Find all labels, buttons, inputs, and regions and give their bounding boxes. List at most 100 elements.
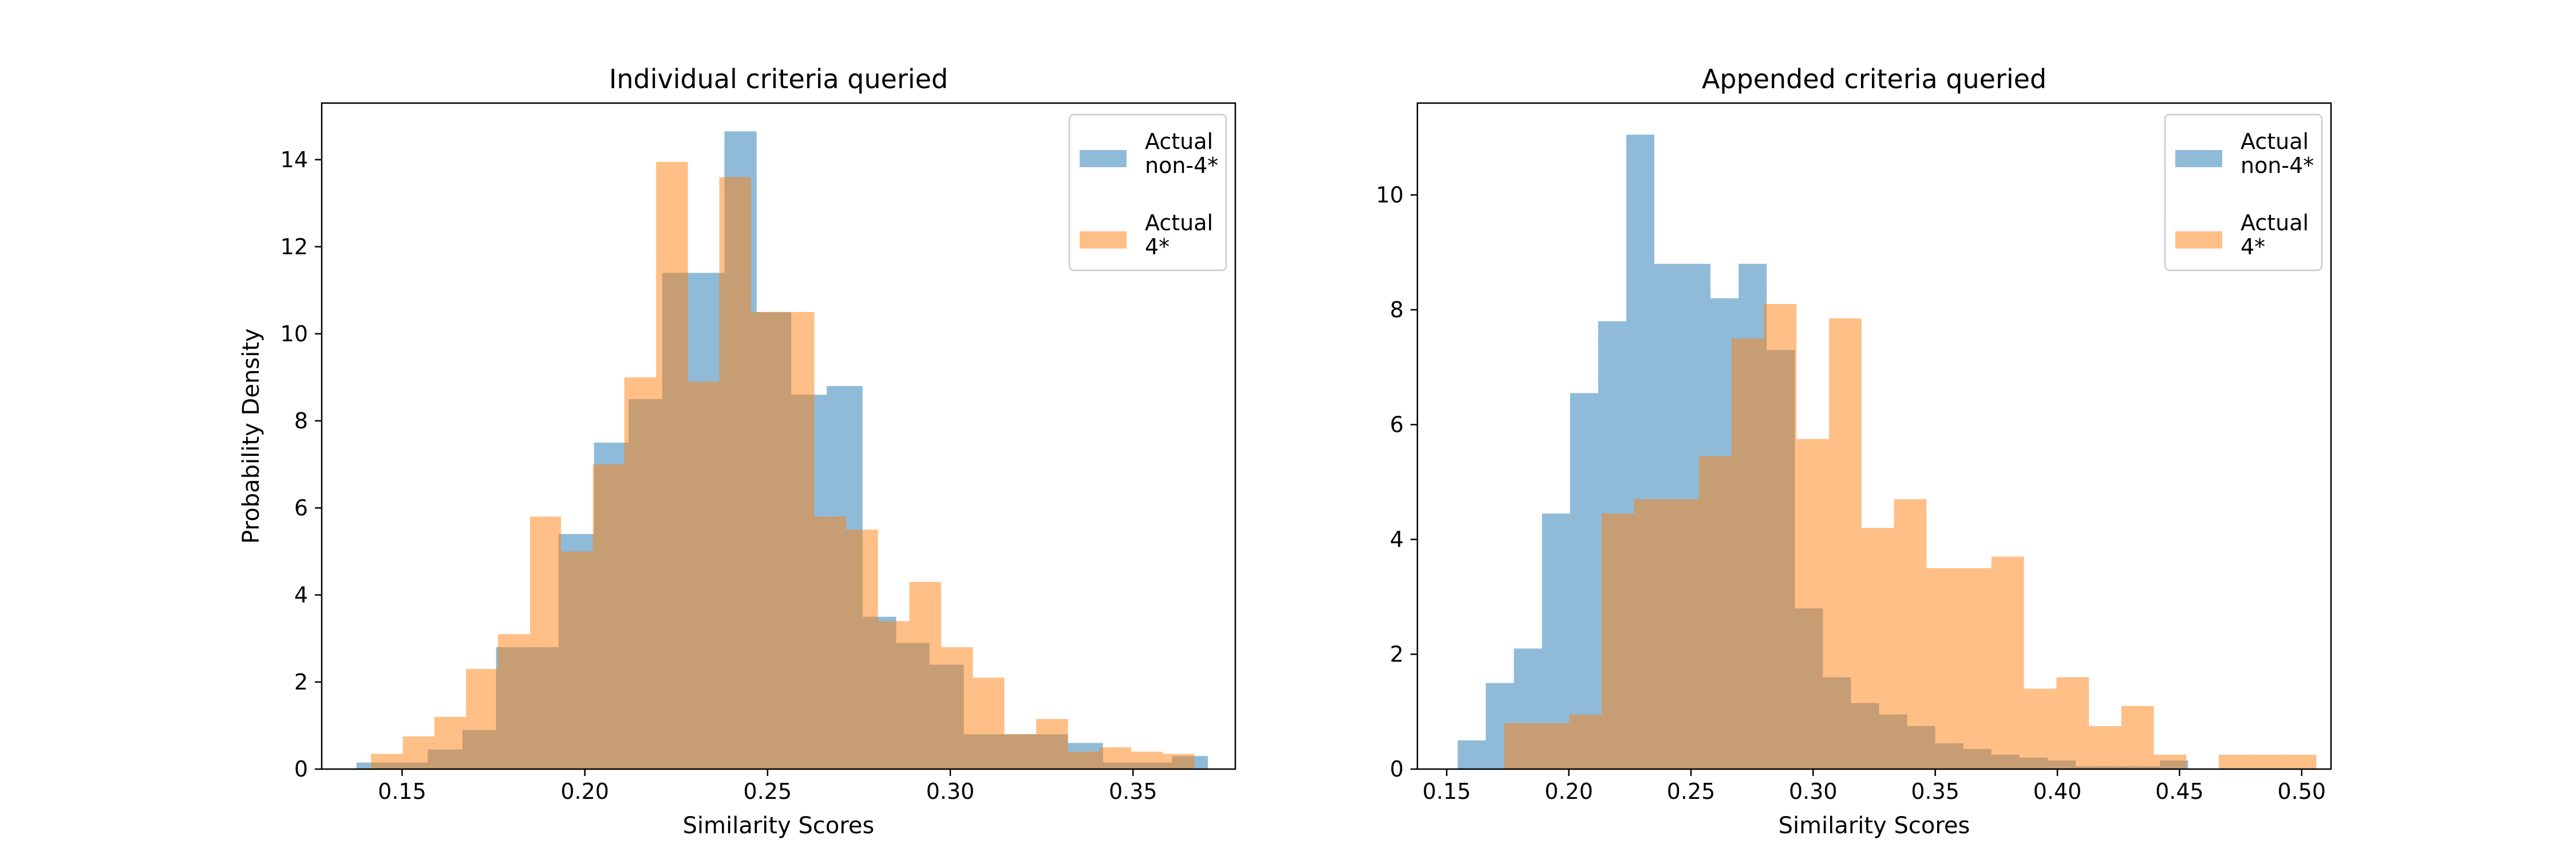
legend-swatch [1080,231,1127,249]
series-1-bars [371,161,1195,770]
histogram-bar [1796,439,1830,769]
histogram-bar [719,177,752,770]
x-axis-label: Similarity Scores [683,813,875,839]
histogram-bar [1163,754,1195,769]
histogram-bar [1926,568,1959,769]
legend-label: Actual 4* [2241,210,2309,259]
histogram-bar [2154,754,2187,769]
histogram-bar [402,736,434,769]
histogram-bar [1457,740,1486,769]
histogram-bar [656,161,688,769]
histogram-bar [814,517,847,769]
histogram-bar [1570,393,1598,769]
histogram-bar [1666,499,1700,769]
histogram-bar [2251,754,2284,769]
histogram-bar [783,312,815,769]
x-tick-label: 0.50 [2277,779,2326,804]
legend-swatch [2175,150,2222,167]
histogram-bar [624,377,657,769]
histogram-bar [878,621,910,769]
legend-swatch [1080,150,1127,167]
histogram-bar [1991,557,2024,769]
x-tick-label: 0.30 [926,779,975,804]
histogram-bar [561,551,593,769]
x-tick-label: 0.35 [1911,779,1959,804]
histogram-bar [2024,688,2057,769]
legend: Actual non-4* Actual 4* [2164,113,2323,271]
y-tick-label: 0 [1390,756,1404,782]
histogram-bar [1699,456,1732,769]
x-tick-label: 0.15 [378,779,426,804]
histogram-bar [1504,723,1537,769]
legend-label: Actual non-4* [1145,129,1218,178]
histogram-bar [751,312,783,769]
histogram-bar [1099,747,1132,769]
histogram-bar [1004,734,1037,769]
y-tick-label: 4 [1390,527,1404,552]
histogram-bar [1731,338,1764,769]
chart-title: Appended criteria queried [1702,64,2046,94]
y-tick-label: 14 [280,147,308,172]
histogram-bar [973,677,1005,769]
legend-label: Actual non-4* [2241,129,2314,178]
histogram-bar [434,716,467,769]
x-tick-label: 0.45 [2155,779,2204,804]
x-tick-label: 0.20 [1544,779,1593,804]
y-tick-label: 6 [294,495,308,521]
histogram-bar [941,647,973,769]
y-tick-label: 0 [294,756,308,782]
histogram-bar [2089,726,2121,769]
histogram-bar [2056,677,2089,769]
axes-frame [1416,102,2332,770]
y-tick-label: 12 [280,234,308,259]
histogram-panel-appended: 0.15 0.20 0.25 0.30 0.35 0.40 0.45 0.50 0 2 4 6 8 10 A… [1376,64,2332,839]
legend: Actual non-4* Actual 4* [1068,113,1227,271]
histogram-bar [2121,706,2154,769]
histogram-bar [1536,723,1570,769]
histogram-bar [1601,513,1634,769]
histogram-bar [1764,304,1797,769]
histogram-bar [1068,751,1100,769]
y-tick-label: 2 [1390,641,1404,667]
x-tick-label: 0.35 [1109,779,1157,804]
legend-label: Actual 4* [1145,210,1213,259]
x-tick-label: 0.15 [1423,779,1471,804]
x-tick-label: 0.40 [2033,779,2082,804]
histogram-bar [688,381,720,769]
y-tick-label: 10 [1376,182,1404,207]
histogram-bar [1569,714,1602,769]
histogram-bar [909,582,942,769]
y-axis-label: Probability Density [238,328,264,543]
histogram-bar [2283,754,2317,769]
histogram-bar [466,669,498,769]
y-tick-label: 4 [294,582,308,608]
histogram-bar [1861,527,1894,769]
y-tick-label: 6 [1390,412,1404,437]
histogram-bar [2219,754,2251,769]
chart-title: Individual criteria queried [609,64,948,94]
histogram-bar [356,762,373,769]
histogram-bar [1959,568,1992,769]
y-tick-label: 2 [294,669,308,695]
histogram-bar [1894,499,1927,769]
axes-frame [321,102,1236,770]
x-tick-label: 0.25 [1667,779,1716,804]
x-tick-label: 0.30 [1789,779,1838,804]
histogram-bar [1829,318,1862,769]
y-tick-label: 8 [1390,297,1404,322]
series-1-bars [1504,304,2317,769]
x-axis-label: Similarity Scores [1779,813,1970,839]
histogram-bar [497,634,530,769]
y-tick-label: 8 [294,408,308,434]
histogram-bar [592,464,625,769]
histogram-bar [1634,499,1667,769]
x-tick-label: 0.25 [744,779,792,804]
histogram-bar [530,517,562,769]
histogram-bar [1131,751,1163,769]
histogram-panel-individual: 0.15 0.20 0.25 0.30 0.35 0 2 4 6 8 10 12 14 Individua… [238,64,1236,839]
x-tick-label: 0.20 [560,779,609,804]
y-tick-label: 10 [280,321,308,346]
histogram-bar [846,529,878,769]
legend-swatch [2175,231,2222,249]
